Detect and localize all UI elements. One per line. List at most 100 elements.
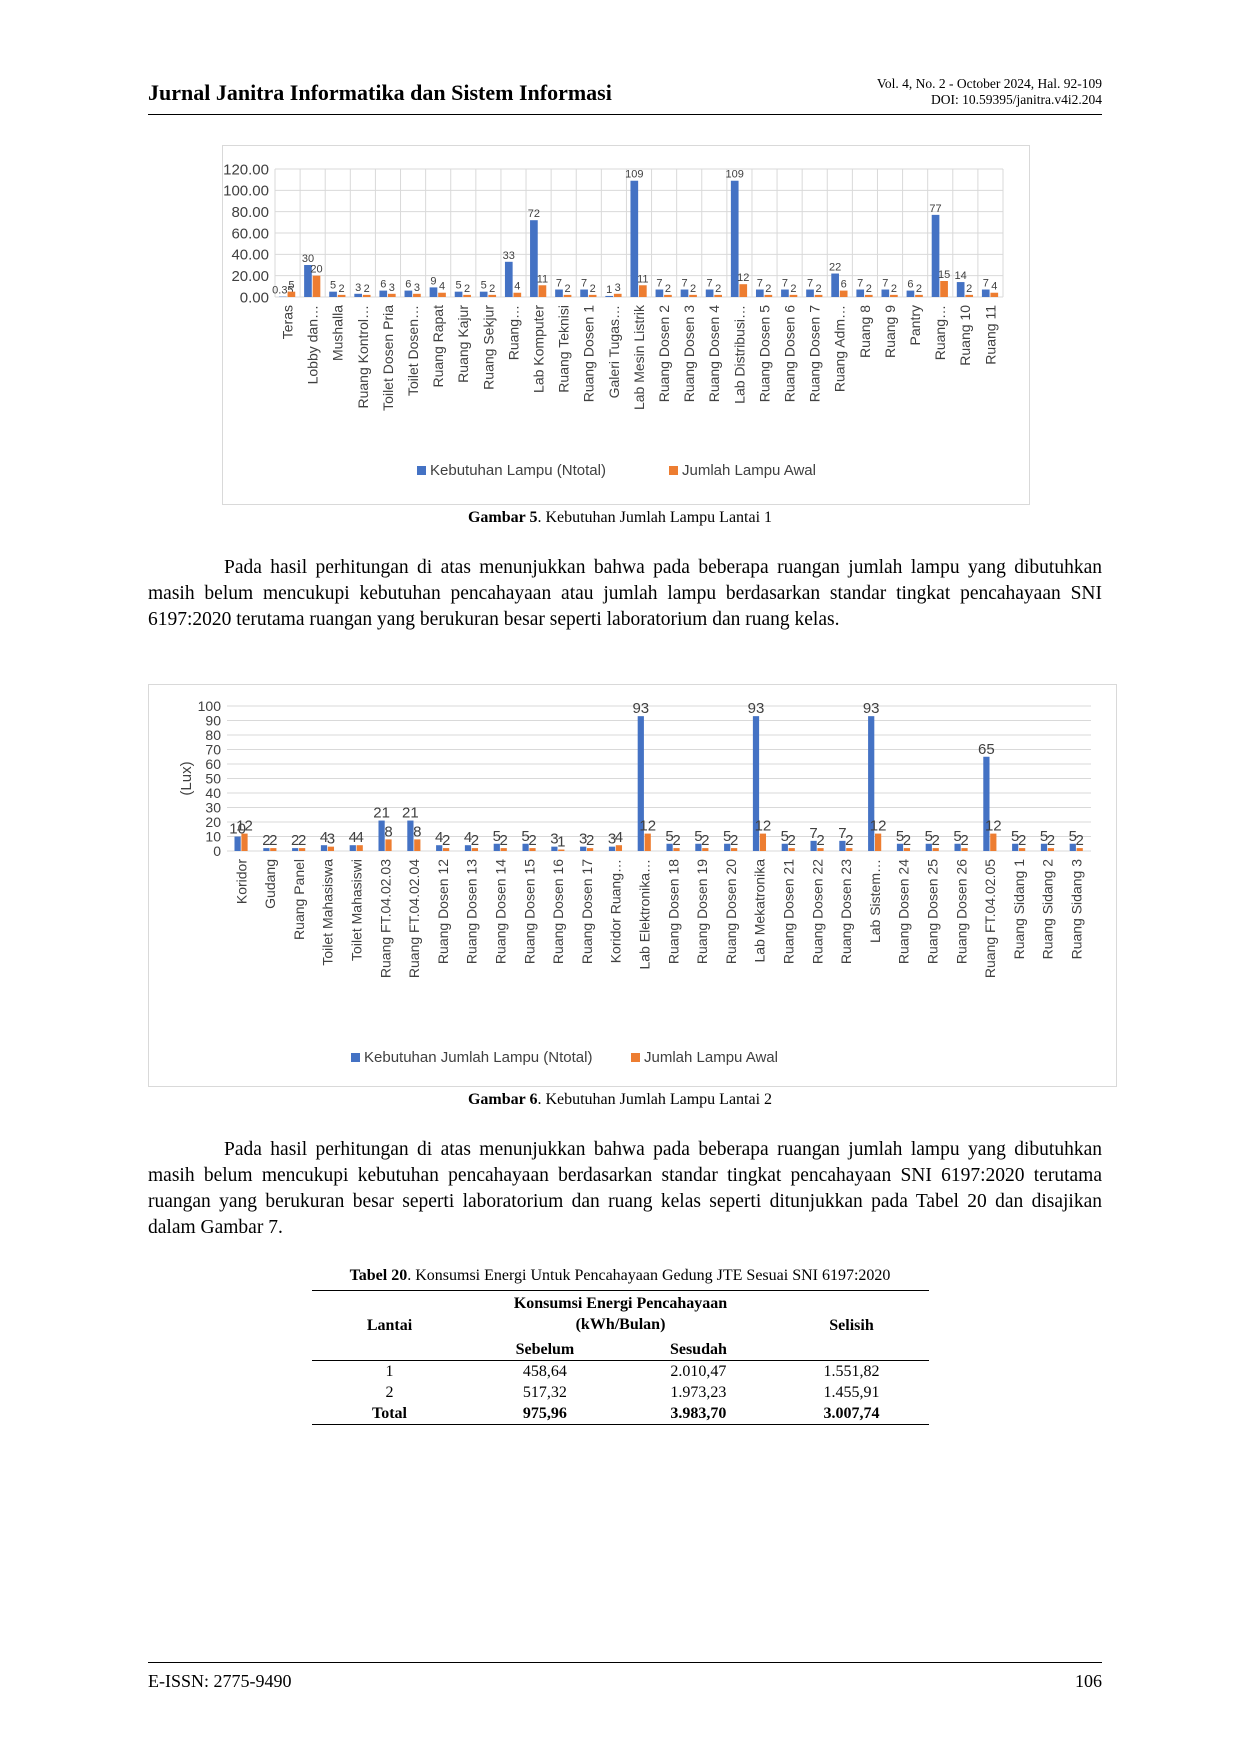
bar-kebutuhan	[522, 843, 529, 851]
bar-awal	[615, 845, 623, 851]
x-tick-label: Ruang Dosen 17	[579, 859, 595, 964]
table-20-caption: Tabel 20. Konsumsi Energi Untuk Pencahay…	[0, 1267, 1240, 1285]
legend-swatch	[631, 1053, 640, 1062]
y-tick-label: 20	[205, 814, 221, 830]
x-tick-label: Ruang Panel	[291, 859, 307, 940]
x-tick-label: Ruang Dosen 5	[756, 305, 772, 403]
bar-kebutuhan	[530, 220, 538, 297]
bar-kebutuhan	[724, 843, 731, 851]
data-label: 5	[953, 828, 961, 845]
bar-kebutuhan	[504, 261, 513, 297]
data-label: 3	[355, 282, 361, 294]
y-tick-label: 40	[205, 785, 221, 801]
bar-kebutuhan	[608, 846, 616, 851]
data-label: 2	[816, 832, 824, 849]
bar-kebutuhan	[983, 756, 990, 851]
header-sesudah: Sesudah	[669, 1341, 727, 1358]
bar-kebutuhan	[781, 289, 789, 297]
bar-awal	[356, 845, 363, 851]
bar-kebutuhan	[1040, 843, 1048, 851]
data-label: 2	[489, 283, 495, 295]
paragraph-2: Pada hasil perhitungan di atas menunjukk…	[148, 1139, 1102, 1238]
data-label: 5	[665, 828, 673, 845]
data-label: 6	[841, 279, 847, 291]
x-tick-label: Toilet Mahasiswi	[349, 859, 365, 961]
y-tick-label: 40.00	[231, 247, 269, 264]
bar-awal	[644, 833, 651, 851]
bar-kebutuhan	[637, 716, 644, 851]
data-label: 7	[681, 278, 687, 290]
data-label: 5	[925, 828, 933, 845]
x-tick-label: Ruang Sekjur	[480, 305, 496, 390]
data-label: 33	[503, 250, 515, 262]
data-label: 2	[690, 283, 696, 295]
data-label: 3	[550, 831, 558, 848]
x-tick-label: Ruang Sidang 3	[1069, 859, 1085, 960]
bar-kebutuhan	[551, 846, 558, 851]
data-label: 2	[564, 283, 570, 295]
figure-6-caption-text: . Kebutuhan Jumlah Lampu Lantai 2	[537, 1091, 773, 1108]
figure-6-svg: 01020304050607080901001012Koridor22Gudan…	[178, 698, 1091, 1066]
data-label: 1	[557, 834, 565, 851]
data-label: 3	[414, 282, 420, 294]
bar-awal	[990, 292, 999, 297]
x-tick-label: Ruang Dosen 2	[656, 305, 672, 403]
bar-kebutuhan	[896, 843, 904, 851]
data-label: 7	[656, 278, 662, 290]
data-label: 6	[405, 279, 411, 291]
bar-kebutuhan	[404, 290, 413, 297]
data-label: 12	[639, 818, 656, 835]
data-label: 109	[625, 169, 643, 181]
data-label: 22	[829, 262, 841, 274]
data-label: 2	[442, 832, 450, 849]
x-tick-label: Ruang Teknisi	[556, 305, 572, 393]
data-label: 2	[715, 283, 721, 295]
y-axis-label: (Lux)	[178, 761, 195, 795]
x-tick-label: Ruang 10	[957, 305, 973, 366]
page-footer: E-ISSN: 2775-9490 106	[148, 1662, 1102, 1691]
bar-awal	[538, 285, 547, 297]
data-label: 11	[537, 273, 548, 285]
bar-awal	[864, 294, 873, 297]
header-sebelum: Sebelum	[515, 1341, 575, 1358]
data-label: 2	[586, 832, 594, 849]
data-label: 5	[456, 280, 462, 292]
x-tick-label: Ruang Dosen 20	[723, 859, 739, 964]
legend-entry: Jumlah Lampu Awal	[644, 1049, 778, 1066]
x-tick-label: Ruang Dosen 14	[493, 859, 509, 964]
data-label: 5	[781, 828, 789, 845]
bar-kebutuhan	[1069, 843, 1076, 851]
bar-awal	[413, 293, 421, 297]
data-label: 7	[807, 278, 813, 290]
data-label: 12	[870, 818, 887, 835]
data-label: 2	[500, 832, 508, 849]
y-tick-label: 80	[205, 727, 221, 743]
data-label: 4	[356, 829, 364, 846]
bar-awal	[817, 848, 824, 851]
data-label: 109	[726, 169, 744, 181]
bar-kebutuhan	[407, 820, 414, 851]
data-label: 6	[907, 279, 913, 291]
legend-swatch	[669, 466, 678, 475]
data-label: 2	[966, 283, 972, 295]
data-label: 2	[1076, 832, 1084, 849]
bar-awal	[875, 833, 882, 851]
x-tick-label: Ruang Dosen 4	[706, 305, 722, 403]
legend-entry: Kebutuhan Jumlah Lampu (Ntotal)	[364, 1049, 592, 1066]
data-label: 5	[694, 828, 702, 845]
header-konsumsi-line2: (kWh/Bulan)	[575, 1316, 666, 1333]
cell-total-selisih: 3.007,74	[823, 1405, 880, 1422]
bar-awal	[639, 285, 647, 297]
data-label: 2	[816, 283, 822, 295]
data-label: 7	[556, 278, 562, 290]
figure-6-caption-label: Gambar 6	[467, 1091, 538, 1108]
issn: E-ISSN: 2775-9490	[148, 1671, 292, 1691]
bar-kebutuhan	[695, 843, 702, 851]
legend-entry: Kebutuhan Lampu (Ntotal)	[430, 462, 606, 479]
legend-swatch	[351, 1053, 360, 1062]
x-tick-label: Ruang Rapat	[430, 305, 446, 388]
x-tick-label: Toilet Mahasiswa	[320, 859, 336, 966]
x-tick-label: Ruang FT.04.02.05	[982, 859, 998, 978]
bar-kebutuhan	[781, 843, 788, 851]
bar-awal	[932, 848, 939, 851]
